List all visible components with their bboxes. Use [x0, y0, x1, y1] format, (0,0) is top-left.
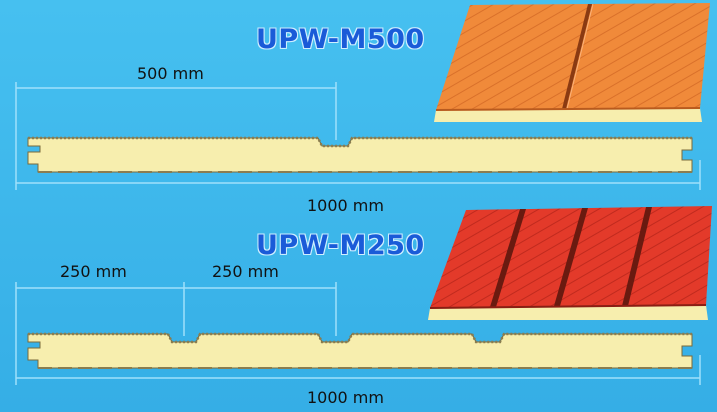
total-width-label-m500: 1000 mm: [307, 196, 384, 215]
module-width-label-m250-1: 250 mm: [60, 262, 127, 281]
m500-core-edge: [434, 108, 702, 122]
m250-cross-section: [27, 332, 693, 369]
m250-core-edge: [428, 305, 708, 320]
total-width-label-m250: 1000 mm: [307, 388, 384, 407]
panel-m500-3d-view: [434, 3, 710, 122]
m250-groove-3: [622, 207, 652, 306]
module-width-label-m250-2: 250 mm: [212, 262, 279, 281]
m500-cross-section: [27, 136, 693, 173]
m500-dimension-lines: [15, 82, 701, 190]
m250-groove-1: [490, 209, 526, 307]
m250-groove-2: [554, 208, 588, 306]
model-title-m500: UPW-M500: [256, 24, 425, 55]
panel-m250-3d-view: [428, 206, 712, 320]
module-width-label-m500: 500 mm: [137, 64, 204, 83]
model-title-m250: UPW-M250: [256, 230, 425, 261]
m250-dimension-lines: [15, 282, 701, 385]
m500-groove: [562, 4, 592, 109]
m500-facing: [436, 3, 710, 110]
